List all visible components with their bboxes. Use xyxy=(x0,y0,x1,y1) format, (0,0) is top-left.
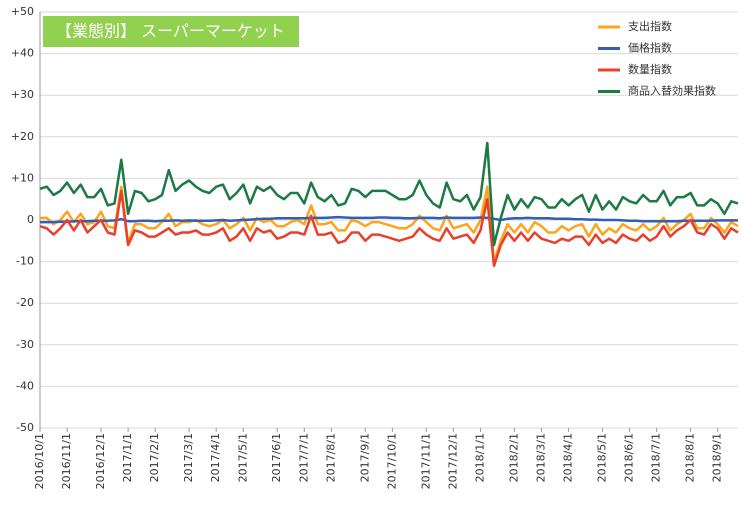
x-tick-label: 2017/8/1 xyxy=(324,433,337,482)
x-tick-label: 2018/6/1 xyxy=(623,433,636,482)
title-box xyxy=(43,16,299,47)
x-tick-label: 2017/7/1 xyxy=(297,433,310,482)
x-tick-label: 2017/10/1 xyxy=(385,433,398,489)
x-tick-label: 2017/3/1 xyxy=(182,433,195,482)
y-tick-label: +40 xyxy=(11,47,34,60)
series-line xyxy=(39,189,739,268)
x-tick-label: 2017/12/1 xyxy=(446,433,459,489)
x-tick-label: 2016/11/1 xyxy=(60,433,73,489)
y-tick-label: +10 xyxy=(11,171,34,184)
x-tick-label: 2018/7/1 xyxy=(650,433,663,482)
x-tick-label: 2018/8/1 xyxy=(684,433,697,482)
x-tick-label: 2017/2/1 xyxy=(148,433,161,482)
series-line xyxy=(40,185,739,263)
x-tick-label: 2017/9/1 xyxy=(358,433,371,482)
x-tick-label: 2018/5/1 xyxy=(595,433,608,482)
x-tick-label: 2018/9/1 xyxy=(711,433,724,482)
x-tick-label: 2018/2/1 xyxy=(507,433,520,482)
x-tick-label: 2017/6/1 xyxy=(270,433,283,482)
legend-label: 数量指数 xyxy=(628,62,672,76)
x-tick-label: 2016/12/1 xyxy=(94,433,107,489)
y-tick-label: +30 xyxy=(11,88,34,101)
y-tick-label: -50 xyxy=(16,421,34,434)
x-tick-label: 2017/4/1 xyxy=(209,433,222,482)
y-tick-label: -30 xyxy=(16,338,34,351)
y-tick-label: -10 xyxy=(16,255,34,268)
x-tick-label: 2018/3/1 xyxy=(534,433,547,482)
series-line xyxy=(39,141,739,247)
x-tick-label: 2017/5/1 xyxy=(236,433,249,482)
x-tick-label: 2017/11/1 xyxy=(419,433,432,489)
x-tick-label: 2017/1/1 xyxy=(121,433,134,482)
x-tick-label: 2018/4/1 xyxy=(562,433,575,482)
series-line xyxy=(40,215,738,224)
y-tick-label: +50 xyxy=(11,5,34,18)
legend-label: 支出指数 xyxy=(628,19,672,33)
y-tick-label: -20 xyxy=(16,296,34,309)
y-tick-label: -40 xyxy=(16,379,34,392)
legend-label: 価格指数 xyxy=(628,41,672,55)
x-tick-label: 2016/10/1 xyxy=(33,433,46,489)
chart-title: 【業態別】 スーパーマーケット xyxy=(56,22,285,41)
x-tick-label: 2018/1/1 xyxy=(473,433,486,482)
legend-label: 商品入替効果指数 xyxy=(628,84,716,98)
y-tick-label: +20 xyxy=(11,130,34,143)
y-tick-label: 0 xyxy=(27,213,34,226)
